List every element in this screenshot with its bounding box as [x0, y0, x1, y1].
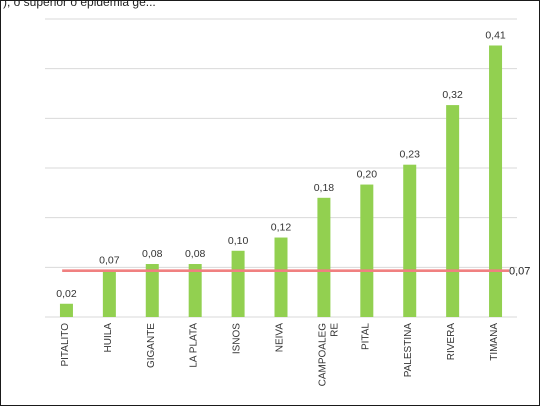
category-tick-label: RE: [329, 323, 340, 337]
reference-line-label: 0,07: [509, 266, 530, 278]
data-label: 0,18: [314, 182, 335, 194]
data-label: 0,10: [228, 235, 249, 247]
bar: [403, 164, 417, 317]
data-label: 0,02: [56, 288, 77, 300]
bar: [274, 237, 288, 317]
category-tick-label: LA PLATA: [189, 323, 200, 368]
category-tick-label: TIMANA: [489, 323, 500, 361]
data-label: 0,12: [271, 222, 292, 234]
category-tick-label: PALESTINA: [403, 323, 414, 378]
category-tick-label: NEIVA: [275, 323, 286, 353]
bar: [317, 197, 331, 317]
category-tick-label: RIVERA: [446, 323, 457, 361]
bar: [145, 264, 159, 317]
cropped-header-text: ), o superior ó epidemia ge...: [3, 0, 156, 9]
bar: [446, 105, 460, 317]
category-tick-label: PITALITO: [60, 323, 71, 367]
bar: [231, 250, 245, 317]
data-label: 0,20: [357, 169, 378, 181]
category-tick-label: ISNOS: [232, 323, 243, 354]
data-label: 0,41: [485, 29, 506, 41]
bar: [360, 184, 374, 317]
bar: [102, 270, 116, 317]
category-tick-label: PITAL: [360, 323, 371, 350]
bar: [59, 303, 73, 317]
data-label: 0,07: [99, 255, 120, 267]
category-tick-label: GIGANTE: [146, 323, 157, 368]
bar: [489, 45, 503, 317]
category-tick-label: CAMPOALEG: [317, 323, 328, 387]
data-label: 0,08: [185, 248, 206, 260]
bar: [188, 264, 202, 317]
category-tick-label: HUILA: [103, 323, 114, 353]
data-label: 0,32: [442, 89, 463, 101]
data-label: 0,23: [400, 149, 421, 161]
data-label: 0,08: [142, 248, 163, 260]
